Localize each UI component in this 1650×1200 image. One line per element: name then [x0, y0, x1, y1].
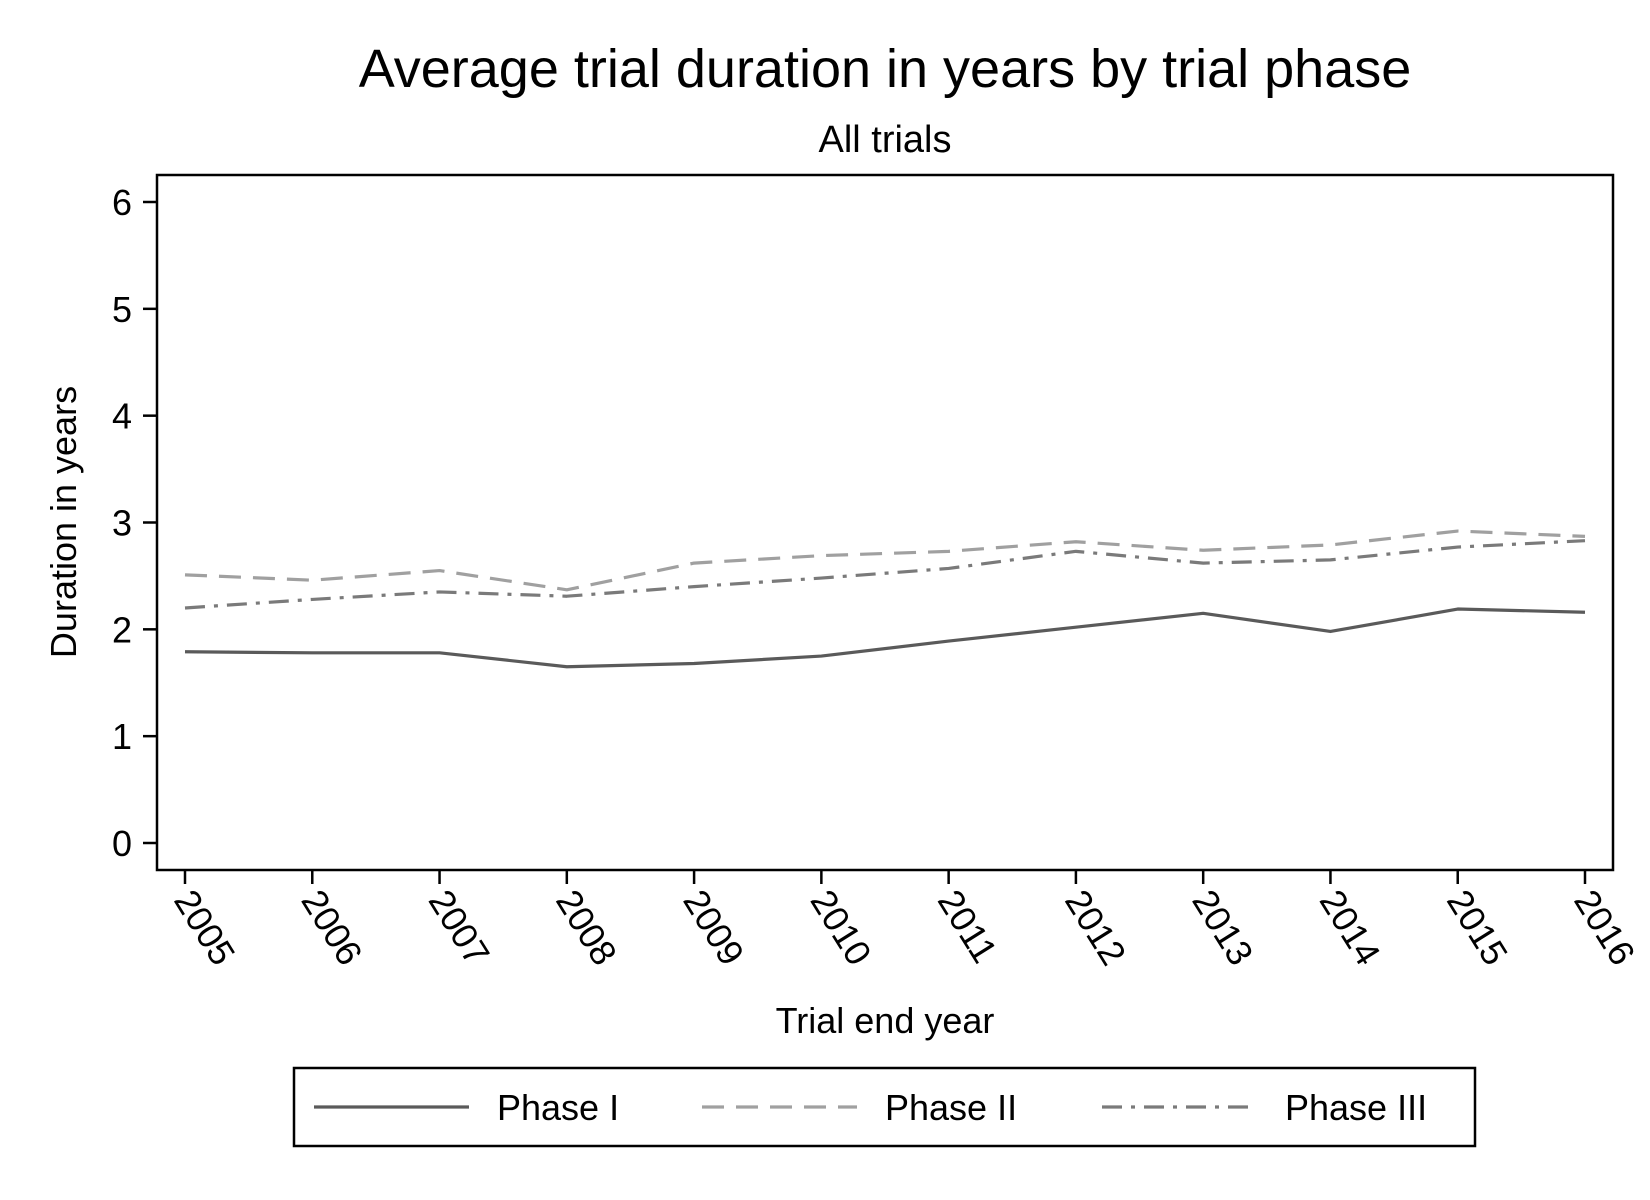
y-tick-label: 1	[112, 716, 132, 757]
x-tick-label: 2016	[1566, 883, 1643, 973]
chart-title: Average trial duration in years by trial…	[359, 39, 1412, 99]
chart-subtitle: All trials	[818, 119, 951, 161]
legend-label: Phase II	[885, 1087, 1017, 1128]
y-tick-label: 2	[112, 609, 132, 650]
y-axis: 0 1 2 3 4 5 6	[112, 182, 157, 864]
x-tick-label: 2011	[930, 883, 1006, 970]
x-axis-title: Trial end year	[776, 1000, 995, 1041]
x-tick-label: 2005	[166, 883, 243, 973]
x-tick-label: 2006	[293, 883, 370, 973]
y-tick-label: 6	[112, 182, 132, 223]
x-tick-label: 2014	[1312, 883, 1389, 973]
series-line-phase-iii	[184, 539, 1586, 610]
y-axis-title: Duration in years	[43, 386, 84, 658]
x-tick-label: 2007	[421, 883, 498, 973]
x-tick-label: 2010	[803, 883, 880, 973]
x-tick-label: 2009	[675, 883, 752, 973]
y-tick-label: 0	[112, 823, 132, 864]
x-tick-label: 2013	[1184, 883, 1261, 973]
legend-label: Phase III	[1285, 1087, 1427, 1128]
y-tick-label: 4	[112, 396, 132, 437]
series-lines	[184, 529, 1586, 669]
legend: Phase I Phase II Phase III	[292, 1066, 1477, 1148]
x-tick-label: 2008	[548, 883, 625, 973]
x-tick-label: 2012	[1057, 883, 1134, 973]
y-tick-label: 5	[112, 289, 132, 330]
x-tick-label: 2015	[1439, 883, 1516, 973]
series-line-phase-ii	[184, 529, 1586, 592]
legend-frame	[292, 1066, 1477, 1148]
x-axis: 2005 2006 2007 2008 2009 2010 2011 2012 2013 2014…	[166, 870, 1643, 972]
legend-label: Phase I	[497, 1087, 619, 1128]
plot-area-frame	[155, 173, 1615, 872]
series-line-phase-i	[184, 607, 1586, 669]
y-tick-label: 3	[112, 503, 132, 544]
